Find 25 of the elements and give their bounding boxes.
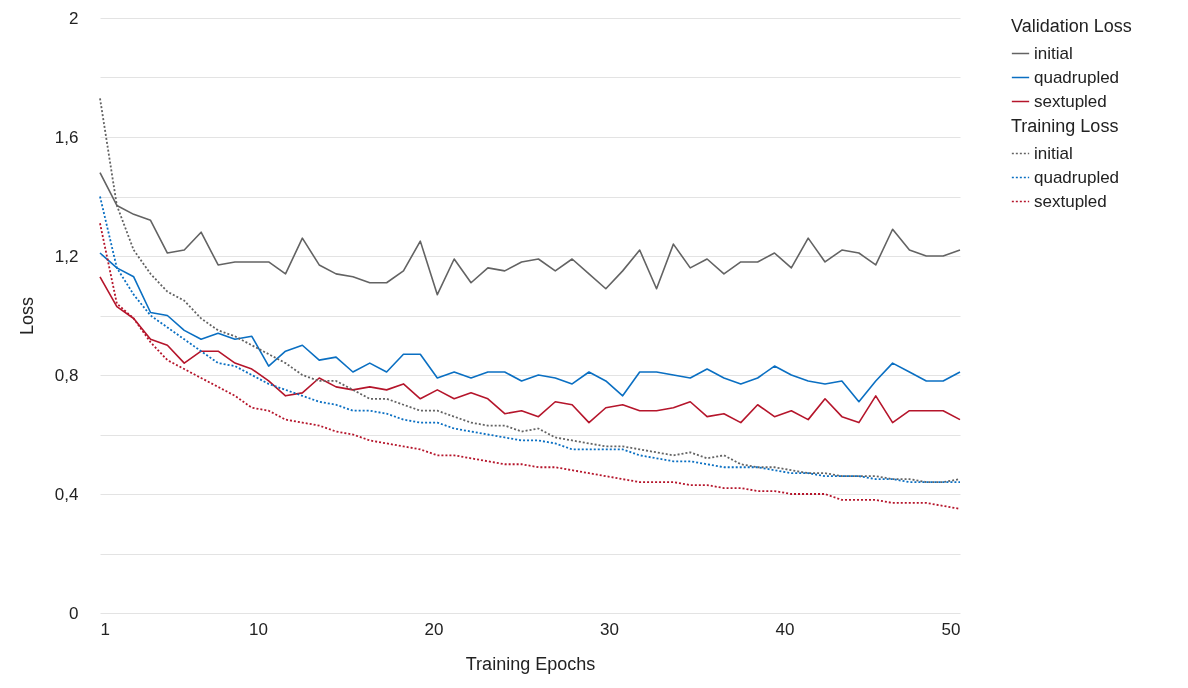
y-tick-label: 0,4 bbox=[54, 484, 79, 504]
line-series bbox=[99, 222, 961, 510]
x-tick-label: 1 bbox=[100, 619, 110, 639]
x-tick-label: 50 bbox=[941, 619, 961, 639]
legend-label: quadrupled bbox=[1034, 67, 1120, 87]
y-tick-label: 0,8 bbox=[54, 365, 79, 385]
legend-label: initial bbox=[1034, 143, 1073, 163]
y-tick-label: 2 bbox=[69, 8, 79, 28]
x-tick-label: 40 bbox=[775, 619, 795, 639]
x-tick-label: 20 bbox=[424, 619, 444, 639]
text: Validation Loss bbox=[1011, 16, 1132, 36]
legend-label: quadrupled bbox=[1034, 167, 1120, 187]
y-tick-label: 0 bbox=[69, 603, 79, 623]
x-axis-title: Training Epochs bbox=[465, 653, 596, 674]
x-tick-label: 30 bbox=[600, 619, 619, 639]
line-series bbox=[99, 195, 961, 483]
legend-label: initial bbox=[1034, 43, 1073, 63]
x-tick-label: 10 bbox=[249, 619, 268, 639]
y-tick-label: 1,2 bbox=[54, 246, 79, 266]
y-tick-label: 1,6 bbox=[54, 127, 79, 147]
legend-label: sextupled bbox=[1034, 91, 1107, 111]
legend-label: sextupled bbox=[1034, 191, 1107, 211]
text: Training Loss bbox=[1011, 116, 1119, 136]
y-axis-title: Loss bbox=[16, 296, 37, 336]
line-series bbox=[99, 97, 961, 483]
